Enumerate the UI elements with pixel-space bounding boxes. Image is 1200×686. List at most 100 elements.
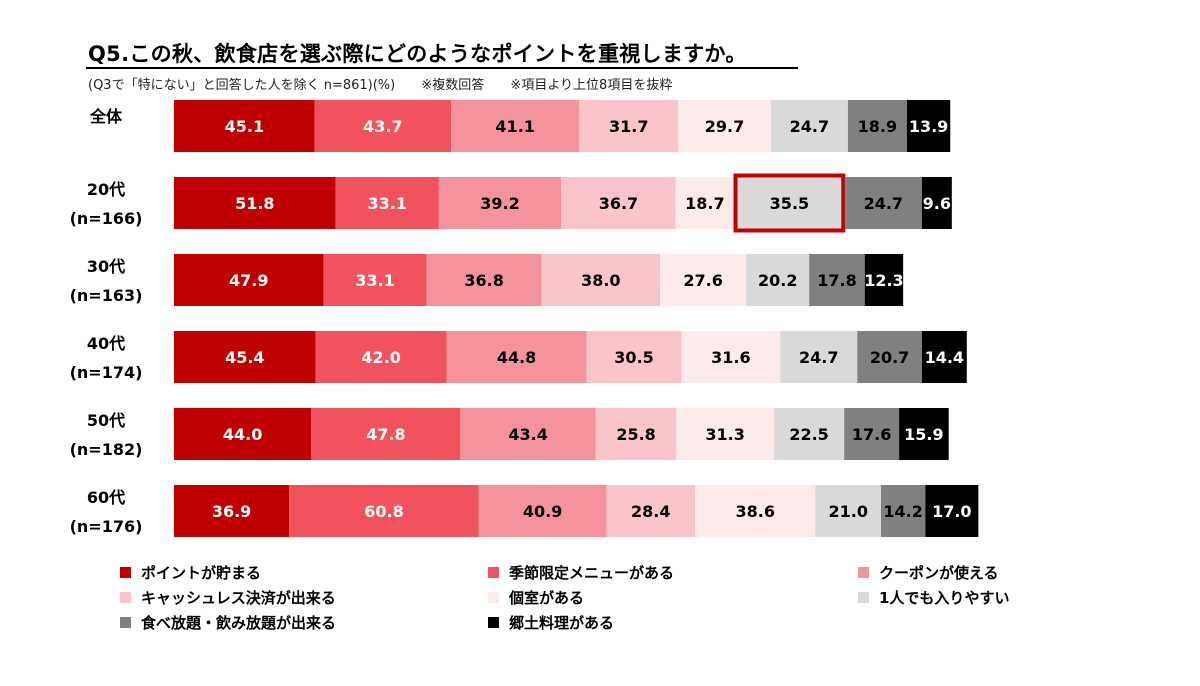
data-label: 38.0 xyxy=(581,271,620,290)
bar-segment xyxy=(815,485,881,537)
data-label: 44.0 xyxy=(223,425,262,444)
bar-segment xyxy=(323,254,427,306)
data-label: 47.9 xyxy=(229,271,268,290)
data-label: 31.7 xyxy=(609,117,648,136)
legend-swatch xyxy=(120,567,131,578)
data-label: 17.8 xyxy=(817,271,856,290)
data-label: 36.8 xyxy=(464,271,503,290)
bar-segment xyxy=(780,331,858,383)
legend-label: 季節限定メニューがある xyxy=(509,564,675,582)
bar-segment xyxy=(678,100,771,152)
data-label: 31.6 xyxy=(711,348,750,367)
legend-item: クーポンが使える xyxy=(858,562,999,583)
bar-segment xyxy=(335,177,439,229)
bar-segment xyxy=(844,177,922,229)
data-label: 21.0 xyxy=(828,502,867,521)
data-label: 43.7 xyxy=(363,117,402,136)
row-label: 全体 xyxy=(89,107,123,126)
title-underline xyxy=(86,67,798,69)
data-label: 33.1 xyxy=(355,271,394,290)
bar-segment xyxy=(595,408,677,460)
bar-segment xyxy=(426,254,542,306)
data-label: 18.9 xyxy=(858,117,897,136)
data-label: 35.5 xyxy=(770,194,809,213)
row-sample-size: (n=176) xyxy=(70,517,143,536)
chart-legend: ポイントが貯まる 季節限定メニューがある クーポンが使えるキャッシュレス決済が出来る… xyxy=(120,562,1120,640)
legend-label: ポイントが貯まる xyxy=(141,564,262,582)
bar-segment xyxy=(746,254,810,306)
bar-segment xyxy=(734,177,845,229)
legend-swatch xyxy=(488,592,499,603)
bar-segment xyxy=(315,331,447,383)
bar-segment xyxy=(451,100,580,152)
data-label: 28.4 xyxy=(631,502,670,521)
bar-segment xyxy=(906,100,951,152)
row-label: 50代 xyxy=(87,411,125,430)
bar-segment xyxy=(921,177,952,229)
data-label: 33.1 xyxy=(368,194,407,213)
bar-segment xyxy=(660,254,747,306)
bar-segment xyxy=(541,254,661,306)
bar-segment xyxy=(314,100,452,152)
bar-segment xyxy=(174,331,316,383)
bar-segment xyxy=(857,331,922,383)
data-label: 43.4 xyxy=(508,425,547,444)
legend-label: 1人でも入りやすい xyxy=(879,589,1010,607)
data-label: 36.7 xyxy=(599,194,638,213)
bar-segment xyxy=(681,331,781,383)
data-label: 17.0 xyxy=(932,502,971,521)
bar-segment xyxy=(478,485,607,537)
data-label: 14.4 xyxy=(925,348,964,367)
legend-label: クーポンが使える xyxy=(879,564,999,582)
data-label: 24.7 xyxy=(799,348,838,367)
data-label: 9.6 xyxy=(923,194,951,213)
legend-label: 個室がある xyxy=(509,589,585,607)
subtitle-note-multiple: ※複数回答 xyxy=(421,78,485,93)
bar-segment xyxy=(460,408,596,460)
data-label: 41.1 xyxy=(495,117,534,136)
chart-subtitle: (Q3で「特にない」と回答した人を除く n=861)(%) ※複数回答 ※項目よ… xyxy=(88,74,694,93)
bar-segment xyxy=(675,177,735,229)
data-label: 20.2 xyxy=(758,271,797,290)
bar-segment xyxy=(311,408,461,460)
legend-label: 郷土料理がある xyxy=(509,614,615,632)
legend-item: 季節限定メニューがある xyxy=(488,562,674,583)
data-label: 20.7 xyxy=(870,348,909,367)
bar-segment xyxy=(174,254,324,306)
bar-segment xyxy=(844,408,900,460)
data-label: 18.7 xyxy=(685,194,724,213)
row-sample-size: (n=166) xyxy=(70,209,143,228)
highlight-box xyxy=(733,173,846,233)
bar-segment xyxy=(880,485,926,537)
legend-item: 郷土料理がある xyxy=(488,612,614,633)
bar-segment xyxy=(606,485,696,537)
data-label: 51.8 xyxy=(235,194,274,213)
data-label: 22.5 xyxy=(789,425,828,444)
bar-segment xyxy=(174,408,312,460)
data-label: 45.4 xyxy=(225,348,264,367)
data-label: 36.9 xyxy=(212,502,251,521)
data-label: 17.6 xyxy=(852,425,891,444)
row-label: 20代 xyxy=(87,180,125,199)
bar-segment xyxy=(695,485,816,537)
bar-segment xyxy=(847,100,907,152)
legend-swatch xyxy=(488,567,499,578)
bar-segment xyxy=(921,331,967,383)
legend-label: 食べ放題・飲み放題が出来る xyxy=(141,614,337,632)
legend-swatch xyxy=(858,567,869,578)
legend-swatch xyxy=(120,592,131,603)
data-label: 40.9 xyxy=(523,502,562,521)
data-label: 45.1 xyxy=(225,117,264,136)
data-label: 31.3 xyxy=(705,425,744,444)
data-label: 60.8 xyxy=(364,502,403,521)
data-label: 13.9 xyxy=(909,117,948,136)
row-sample-size: (n=174) xyxy=(70,363,143,382)
legend-label: キャッシュレス決済が出来る xyxy=(141,589,336,607)
data-label: 15.9 xyxy=(904,425,943,444)
data-label: 44.8 xyxy=(497,348,536,367)
bar-segment xyxy=(561,177,676,229)
stacked-bar-chart: 全体 45.1 43.7 41.1 31.7 29.7 24.7 18.9 13.9 20代 (n=… xyxy=(70,100,979,537)
chart-title: Q5.この秋、飲食店を選ぶ際にどのようなポイントを重視しますか。 xyxy=(88,42,747,66)
bar-segment xyxy=(586,331,682,383)
bar-segment xyxy=(174,100,315,152)
